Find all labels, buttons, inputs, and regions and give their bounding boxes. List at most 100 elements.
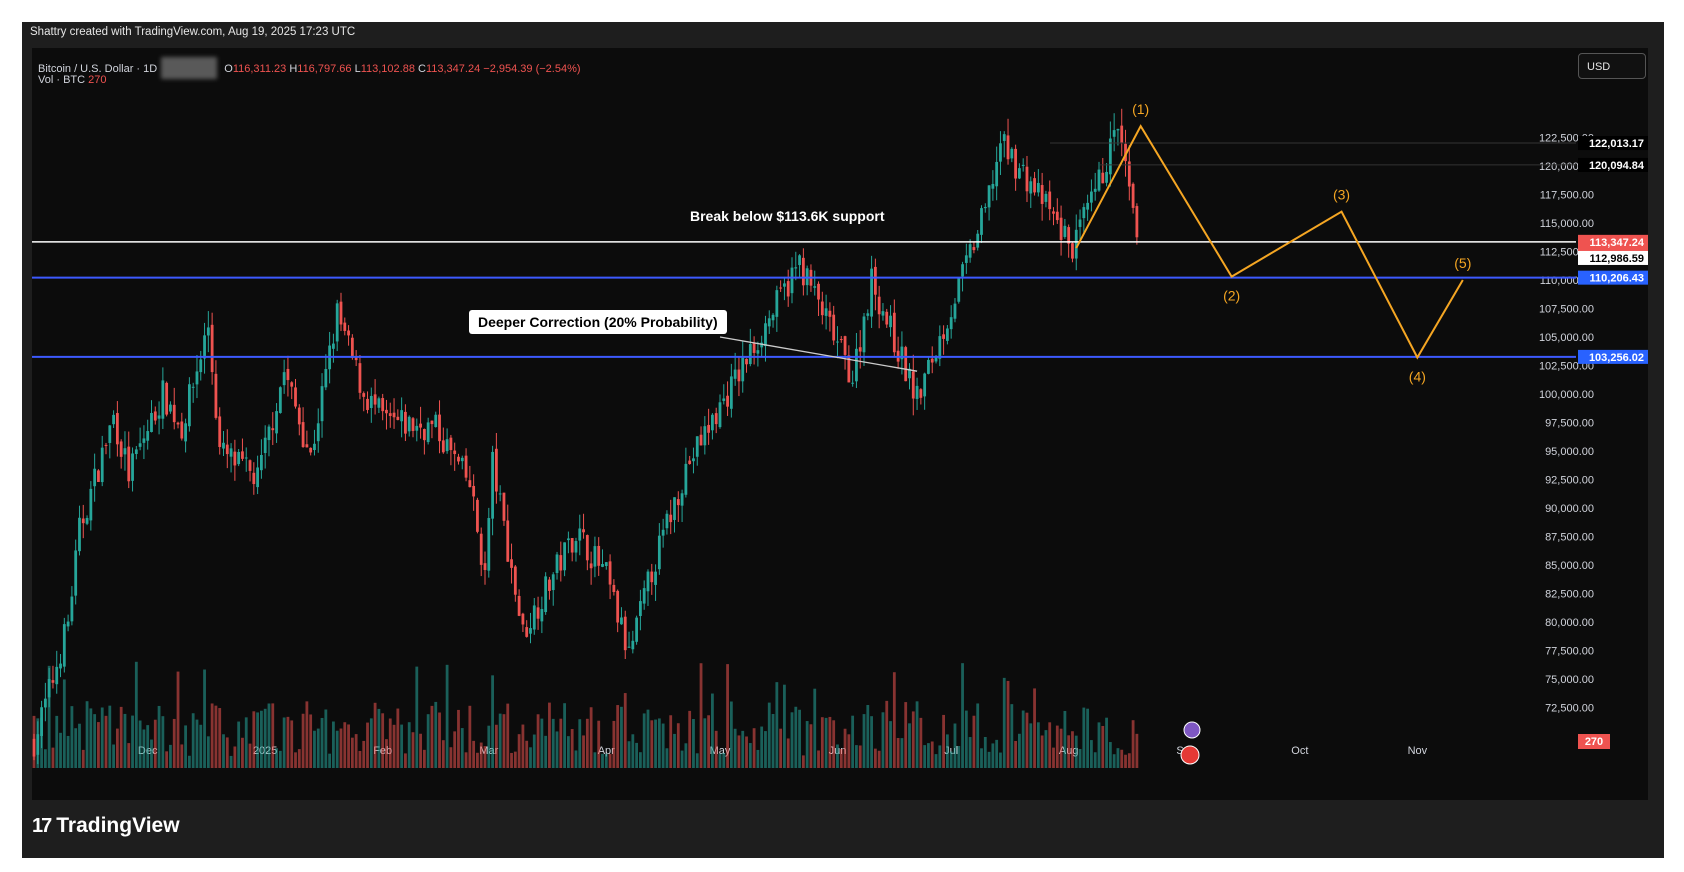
price-label: 112,986.59: [1590, 253, 1644, 265]
volume-bar: [604, 753, 608, 768]
candle-body: [548, 579, 551, 591]
volume-bar: [729, 701, 733, 768]
y-tick-label: 85,000.00: [1545, 560, 1594, 572]
candle-body: [930, 358, 934, 363]
volume-bar: [544, 735, 548, 768]
volume-bar: [582, 735, 585, 768]
volume-bar: [294, 752, 297, 768]
candle-body: [123, 448, 127, 455]
volume-bar: [620, 706, 623, 768]
candle-body: [566, 538, 570, 541]
volume-bar: [741, 730, 745, 768]
volume-bar: [657, 718, 661, 768]
candle-body: [157, 415, 161, 419]
change-value: −2,954.39 (−2.54%): [483, 63, 581, 75]
candle-body: [669, 514, 673, 523]
candle-body: [904, 347, 908, 382]
candle-body: [813, 286, 817, 288]
volume-bar: [858, 745, 862, 768]
candle-body: [206, 327, 210, 336]
candle-body: [699, 434, 703, 446]
tv-logo-icon: 17: [32, 815, 52, 837]
candle-body: [945, 328, 949, 341]
candle-body: [316, 423, 320, 442]
candle-body: [172, 404, 176, 423]
candle-body: [78, 517, 81, 552]
volume-bar: [97, 722, 100, 768]
volume-bar: [422, 749, 426, 768]
candle-body: [589, 563, 593, 569]
volume-bar: [801, 755, 805, 768]
volume-bar: [112, 744, 115, 768]
candle-body: [862, 316, 866, 353]
volume-bar: [369, 718, 373, 768]
candle-body: [1059, 217, 1063, 240]
candle-body: [483, 563, 487, 570]
trendline: [719, 336, 918, 372]
candle-body: [404, 411, 407, 434]
volume-bar: [1048, 722, 1052, 768]
candle-body: [392, 412, 396, 418]
symbol-label[interactable]: Bitcoin / U.S. Dollar · 1D: [38, 63, 158, 75]
volume-bar: [241, 737, 244, 768]
candle-body: [718, 402, 722, 428]
price-label: 120,094.84: [1589, 160, 1645, 172]
volume-bar: [203, 669, 206, 768]
candle-body: [574, 541, 578, 553]
volume-bar: [1010, 704, 1014, 768]
candle-body: [695, 436, 699, 457]
volume-bar: [828, 716, 832, 768]
candle-body: [1029, 181, 1033, 194]
candle-body: [949, 317, 953, 330]
volume-bar: [1044, 730, 1048, 768]
volume-bar: [286, 716, 290, 768]
volume-bar: [790, 712, 794, 768]
candle-body: [191, 386, 195, 388]
ohlc-legend: Bitcoin / U.S. Dollar · 1D O116,311.23 H…: [38, 57, 581, 79]
volume-bar: [237, 721, 241, 768]
candle-body: [1074, 229, 1078, 259]
candle-body: [100, 447, 104, 483]
volume-bar: [457, 709, 460, 768]
volume-bar: [498, 713, 502, 768]
volume-bar: [737, 735, 741, 768]
candle-body: [1105, 171, 1108, 183]
volume-bar: [1101, 725, 1105, 768]
volume-bar: [775, 682, 779, 768]
volume-bar: [411, 732, 415, 768]
volume-bar: [438, 712, 441, 768]
volume-bar: [987, 751, 991, 768]
price-label: 103,256.02: [1589, 352, 1644, 364]
volume-bar: [692, 718, 695, 768]
candle-body: [199, 359, 203, 373]
volume-bar: [362, 740, 366, 768]
volume-bar: [1097, 722, 1101, 768]
chart-area[interactable]: [32, 48, 1648, 800]
volume-bar: [1093, 752, 1097, 768]
candle-body: [1135, 206, 1139, 238]
open-value: 116,311.23: [232, 63, 287, 75]
volume-bar: [388, 718, 392, 768]
candle-body: [980, 208, 983, 235]
y-tick-label: 117,500.00: [1540, 190, 1594, 202]
volume-bar: [373, 702, 377, 768]
volume-bar: [131, 715, 134, 768]
volume-bar: [927, 743, 930, 768]
y-tick-label: 82,500.00: [1545, 589, 1594, 601]
volume-bar: [1135, 733, 1139, 768]
volume-bar: [938, 745, 942, 768]
volume-bar: [726, 664, 729, 768]
currency-button[interactable]: USD: [1578, 53, 1646, 79]
volume-bar: [999, 752, 1002, 768]
volume-bar: [1018, 733, 1021, 768]
tradingview-logo[interactable]: 17 TradingView: [32, 814, 180, 837]
candle-body: [51, 680, 55, 683]
volume-bar: [904, 702, 908, 768]
candle-body: [908, 368, 911, 379]
candle-body: [260, 455, 263, 471]
candle-body: [369, 395, 373, 409]
candle-body: [995, 161, 999, 187]
volume-bar: [404, 753, 407, 768]
volume-bar: [1033, 688, 1036, 768]
